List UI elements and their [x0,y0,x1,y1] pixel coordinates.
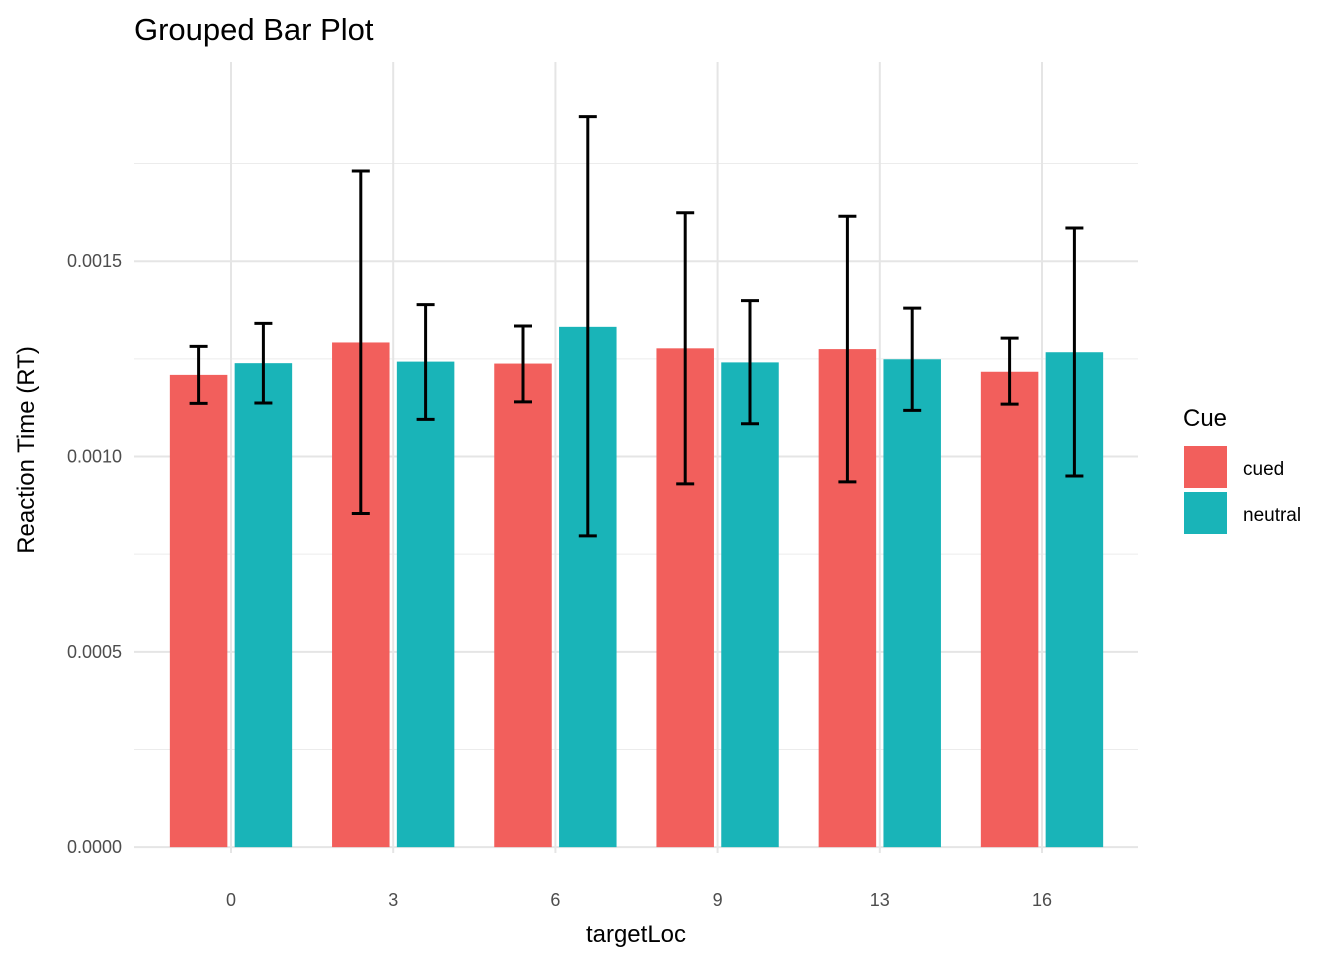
bar-cued-0 [169,374,228,848]
y-tick-label: 0.0015 [67,251,122,271]
errorbar-cued-9 [676,211,695,486]
legend-key-cued [1184,446,1227,488]
errorbar-neutral-9 [741,299,759,426]
errorbar-cued-16 [1000,336,1019,406]
x-tick-label: 16 [1032,890,1052,910]
y-tick-label: 0.0000 [67,837,122,857]
errorbar-neutral-13 [903,306,922,412]
bar-neutral-3 [396,361,455,848]
errorbar-cued-6 [514,324,532,404]
y-tick-label: 0.0005 [67,642,122,662]
x-axis-title: targetLoc [586,921,686,948]
x-tick-label: 9 [713,890,723,910]
bar-cued-16 [980,371,1039,848]
legend-key-neutral [1184,492,1227,534]
legend-label-cued: cued [1243,459,1284,480]
errorbar-neutral-0 [254,321,273,405]
bar-neutral-0 [234,363,293,848]
errorbar-cued-0 [189,344,208,405]
errorbar-neutral-6 [578,115,597,538]
legend-title: Cue [1183,405,1227,432]
errorbar-neutral-3 [416,303,435,421]
x-tick-label: 3 [388,890,398,910]
legend: Cue cued neutral [1183,405,1301,534]
bar-neutral-13 [883,359,941,848]
bars-layer [169,326,1104,848]
errorbar-cued-13 [838,214,857,484]
errorbar-cued-3 [351,169,370,516]
grid-layer [134,62,1138,853]
errorbars-layer [189,115,1084,538]
x-tick-label: 6 [550,890,560,910]
x-tick-label: 0 [226,890,236,910]
y-tick-label: 0.0010 [67,447,122,467]
x-tick-label: 13 [870,890,890,910]
y-axis: 0.0000 0.0005 0.0010 0.0015 [67,251,122,857]
y-axis-title: Reaction Time (RT) [13,346,40,554]
x-axis: 0 3 6 9 13 16 [226,890,1052,910]
errorbar-neutral-16 [1065,226,1084,478]
legend-label-neutral: neutral [1243,505,1301,526]
bar-neutral-9 [721,362,779,848]
bar-cued-6 [494,363,552,848]
chart-title: Grouped Bar Plot [134,12,374,47]
